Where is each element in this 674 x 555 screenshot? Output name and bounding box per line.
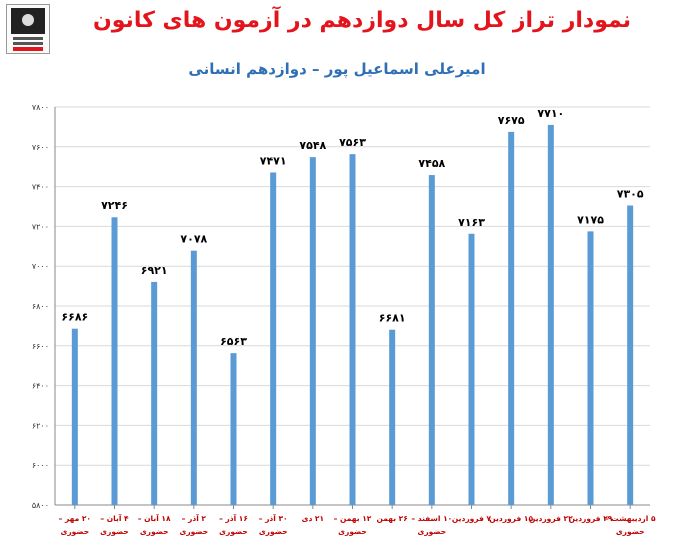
x-tick-label: حضوری [140, 527, 169, 536]
y-tick-label: ۷۴۰۰ [32, 183, 49, 192]
y-tick-label: ۷۸۰۰ [32, 103, 49, 112]
data-label: ۷۱۶۳ [458, 216, 485, 229]
x-tick-label: ۱۰ اسفند – [411, 514, 452, 523]
x-tick-label: ۲۹ فروردین [569, 514, 613, 523]
y-tick-label: ۶۰۰۰ [32, 461, 49, 470]
y-tick-label: ۶۶۰۰ [32, 342, 49, 351]
bar [349, 154, 356, 505]
x-tick-label: حضوری [179, 527, 208, 536]
data-label: ۷۲۴۶ [101, 199, 128, 212]
chart-title: نمودار تراز کل سال دوازدهم در آزمون های … [92, 8, 632, 33]
x-tick-label: حضوری [338, 527, 367, 536]
data-label: ۷۶۷۵ [498, 114, 525, 127]
bar [627, 205, 634, 505]
x-tick-label: ۱۸ آبان – [138, 513, 171, 523]
data-label: ۶۶۸۱ [379, 312, 406, 325]
data-label: ۶۶۸۶ [61, 311, 88, 324]
data-label: ۷۰۷۸ [180, 233, 207, 246]
x-tick-label: حضوری [259, 527, 288, 536]
x-tick-label: ۲۶ بهمن [377, 514, 408, 523]
bar [547, 124, 554, 505]
data-label: ۷۵۶۳ [339, 136, 366, 149]
bar [190, 250, 197, 505]
x-tick-label: ۲ آذر – [182, 513, 207, 523]
x-tick-label: ۱۵ فروردین [489, 514, 533, 523]
x-tick-label: حضوری [417, 527, 446, 536]
x-tick-label: ۵ اردیبهشت – [605, 514, 656, 523]
y-tick-label: ۵۸۰۰ [32, 501, 49, 510]
bar [389, 329, 396, 505]
x-tick-label: ۲۲ فروردین [529, 514, 573, 523]
chart-subtitle: امیرعلی اسماعیل پور – دوازدهم انسانی [188, 60, 486, 78]
data-label: ۷۴۵۸ [418, 157, 445, 170]
x-tick-label: حضوری [616, 527, 645, 536]
data-label: ۷۳۰۵ [617, 188, 644, 201]
x-tick-label: ۲۰ مهر – [59, 514, 91, 523]
x-tick-label: ۱۲ بهمن – [334, 514, 372, 523]
x-tick-label: ۴ آبان – [100, 513, 129, 523]
data-label: ۷۱۷۵ [577, 213, 604, 226]
bar [270, 172, 277, 505]
bar [587, 231, 594, 505]
bar [428, 175, 435, 506]
x-tick-label: ۳۰ آذر – [259, 513, 288, 523]
data-label: ۶۵۶۳ [220, 335, 247, 348]
bar [71, 328, 78, 505]
data-label: ۶۹۲۱ [141, 264, 168, 277]
data-label: ۷۴۷۱ [260, 154, 287, 167]
data-label: ۷۵۴۸ [299, 139, 326, 152]
y-tick-label: ۶۸۰۰ [32, 302, 49, 311]
bar [151, 281, 158, 505]
bar [230, 353, 237, 505]
y-tick-label: ۷۶۰۰ [32, 143, 49, 152]
bar [111, 217, 118, 505]
bar [508, 131, 515, 505]
logo-icon [6, 4, 50, 54]
x-tick-label: ۲۱ دی [302, 514, 325, 523]
x-tick-label: حضوری [100, 527, 129, 536]
data-label: ۷۷۱۰ [537, 107, 564, 120]
x-tick-label: حضوری [219, 527, 248, 536]
x-tick-label: ۷ فروردین [452, 514, 492, 523]
y-tick-label: ۷۲۰۰ [32, 222, 49, 231]
x-tick-label: ۱۶ آذر – [219, 513, 248, 523]
y-tick-label: ۷۰۰۰ [32, 262, 49, 271]
y-tick-label: ۶۴۰۰ [32, 382, 49, 391]
y-tick-label: ۶۲۰۰ [32, 421, 49, 430]
bar [468, 233, 475, 505]
x-tick-label: حضوری [60, 527, 89, 536]
bar [309, 157, 316, 505]
